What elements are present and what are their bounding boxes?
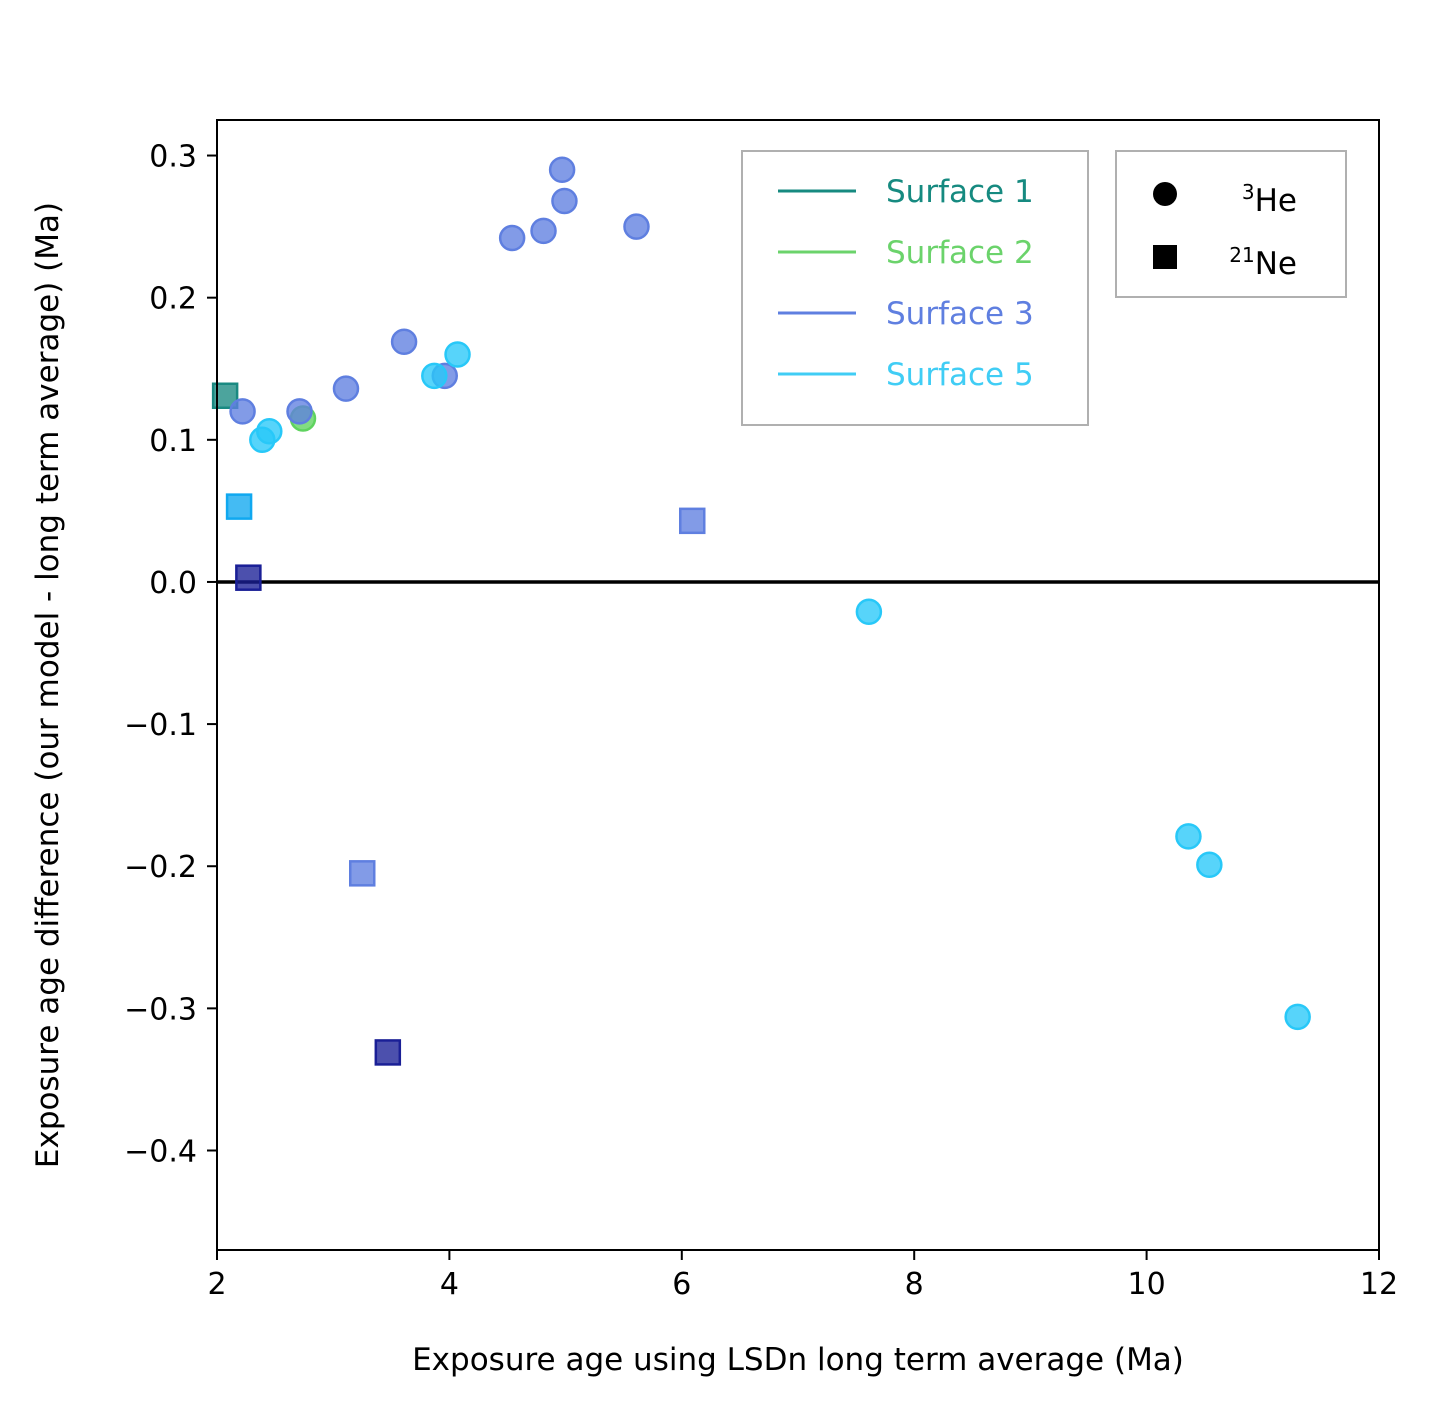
data-point-circle xyxy=(229,398,256,425)
data-point-circle xyxy=(498,224,526,252)
x-tick-label: 8 xyxy=(905,1267,924,1302)
data-point-circle xyxy=(390,328,418,355)
y-axis-label: Exposure age difference (our model - lon… xyxy=(30,202,66,1168)
legend-surface-label: Surface 1 xyxy=(886,174,1034,210)
data-point-circle xyxy=(551,187,578,215)
y-tick-label: −0.4 xyxy=(124,1135,197,1170)
y-tick-label: 0.0 xyxy=(149,566,197,601)
legend-nuclide-mass-number: 21 xyxy=(1229,243,1254,267)
x-tick-label: 2 xyxy=(207,1267,226,1302)
data-point-circle xyxy=(286,398,313,425)
y-tick-label: −0.2 xyxy=(124,850,197,885)
data-point-circle xyxy=(332,375,360,402)
legend-surface-label: Surface 2 xyxy=(886,235,1034,271)
data-point-circle xyxy=(256,418,283,445)
data-point-circle xyxy=(623,213,650,240)
y-tick-label: −0.3 xyxy=(124,992,197,1027)
y-tick-label: 0.2 xyxy=(149,282,197,317)
data-point-square xyxy=(235,564,262,591)
y-tick-label: −0.1 xyxy=(124,708,197,743)
x-axis-label: Exposure age using LSDn long term averag… xyxy=(412,1342,1184,1378)
data-point-circle xyxy=(855,598,883,626)
data-point-circle xyxy=(421,362,448,390)
axis-ticks: 2 4 6 8 10 12 0.3 0.2 0.1 0.0 −0.1 −0.2 −0.3 −0.4 xyxy=(124,140,1398,1302)
data-point-square xyxy=(225,493,253,520)
x-tick-label: 10 xyxy=(1128,1267,1166,1302)
data-point-circle xyxy=(530,217,557,245)
data-point-square xyxy=(374,1039,402,1066)
legend-nuclide-label: 3He xyxy=(1242,180,1297,219)
legend-nuclide-mass-number: 3 xyxy=(1242,180,1255,204)
data-point-square xyxy=(349,860,376,887)
data-point-circle xyxy=(1196,851,1223,879)
legend-nuclide-element: Ne xyxy=(1255,246,1297,282)
legend-surfaces-frame xyxy=(741,150,1089,426)
legend-surfaces: Surface 1 Surface 2 Surface 3 Surface 5 xyxy=(741,150,1089,426)
legend-nuclide-label: 21Ne xyxy=(1229,243,1297,282)
legend-square-marker xyxy=(1153,245,1177,269)
x-tick-label: 4 xyxy=(440,1267,459,1302)
data-point-circle xyxy=(444,341,471,368)
legend-circle-marker xyxy=(1153,182,1177,206)
legend-nuclide-element: He xyxy=(1255,183,1297,219)
legend-surface-label: Surface 3 xyxy=(886,296,1034,332)
data-point-circle xyxy=(1175,823,1202,850)
x-tick-label: 12 xyxy=(1360,1267,1398,1302)
y-tick-label: 0.3 xyxy=(149,140,197,175)
data-points xyxy=(211,156,1311,1066)
legend-surface-label: Surface 5 xyxy=(886,357,1034,393)
x-tick-label: 6 xyxy=(672,1267,691,1302)
legend-nuclides-frame xyxy=(1115,150,1347,298)
data-point-circle xyxy=(548,156,576,183)
data-point-square xyxy=(679,507,706,535)
data-point-circle xyxy=(1284,1003,1311,1031)
plot-frame xyxy=(216,119,1380,1251)
y-tick-label: 0.1 xyxy=(149,424,197,459)
